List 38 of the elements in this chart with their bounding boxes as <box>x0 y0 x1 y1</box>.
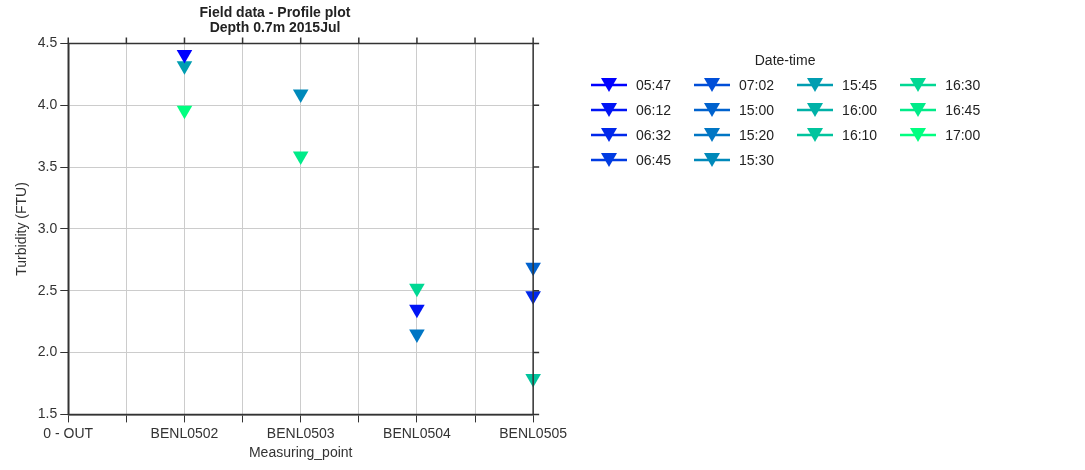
x-tick-label: BENL0505 <box>499 424 568 441</box>
x-tick-label: BENL0503 <box>266 424 335 441</box>
legend-label: 06:45 <box>636 151 672 168</box>
legend-label: 15:00 <box>739 101 775 118</box>
y-tick-label: 4.0 <box>37 96 58 113</box>
legend-label: 06:12 <box>636 101 672 118</box>
legend-label: 07:02 <box>739 76 775 93</box>
y-tick-label: 4.5 <box>37 34 58 51</box>
y-tick-label: 3.0 <box>37 219 58 236</box>
legend-label: 17:00 <box>945 126 981 143</box>
legend-label: 16:45 <box>945 101 981 118</box>
legend-label: 15:45 <box>842 76 878 93</box>
point <box>409 283 425 298</box>
legend-label: 06:32 <box>636 126 672 143</box>
legend-label: 05:47 <box>636 76 672 93</box>
x-tick-label: 0 - OUT <box>43 424 94 441</box>
point <box>409 304 425 319</box>
point <box>292 89 309 104</box>
legend-label: 15:30 <box>739 151 775 168</box>
point <box>409 329 425 344</box>
y-tick-label: 2.0 <box>37 343 58 360</box>
point <box>176 105 193 120</box>
legend-label: 16:00 <box>842 101 878 118</box>
point <box>292 151 309 165</box>
legend-label: 15:20 <box>739 126 775 143</box>
y-axis-title: Turbidity (FTU) <box>13 182 30 276</box>
x-tick-label: BENL0502 <box>150 424 219 441</box>
y-tick-label: 3.5 <box>37 157 58 174</box>
x-axis-title: Measuring_point <box>248 444 353 461</box>
chart-title: Field data - Profile plot Depth 0.7m 2015Jul <box>199 4 351 35</box>
legend-label: 16:30 <box>945 76 981 93</box>
point <box>176 50 193 64</box>
legend-label: 16:10 <box>842 126 878 143</box>
x-tick-label: BENL0504 <box>383 424 451 441</box>
y-tick-label: 1.5 <box>37 405 58 422</box>
point <box>176 61 193 75</box>
legend-title: Date-time <box>753 52 817 68</box>
y-tick-label: 2.5 <box>37 281 58 298</box>
